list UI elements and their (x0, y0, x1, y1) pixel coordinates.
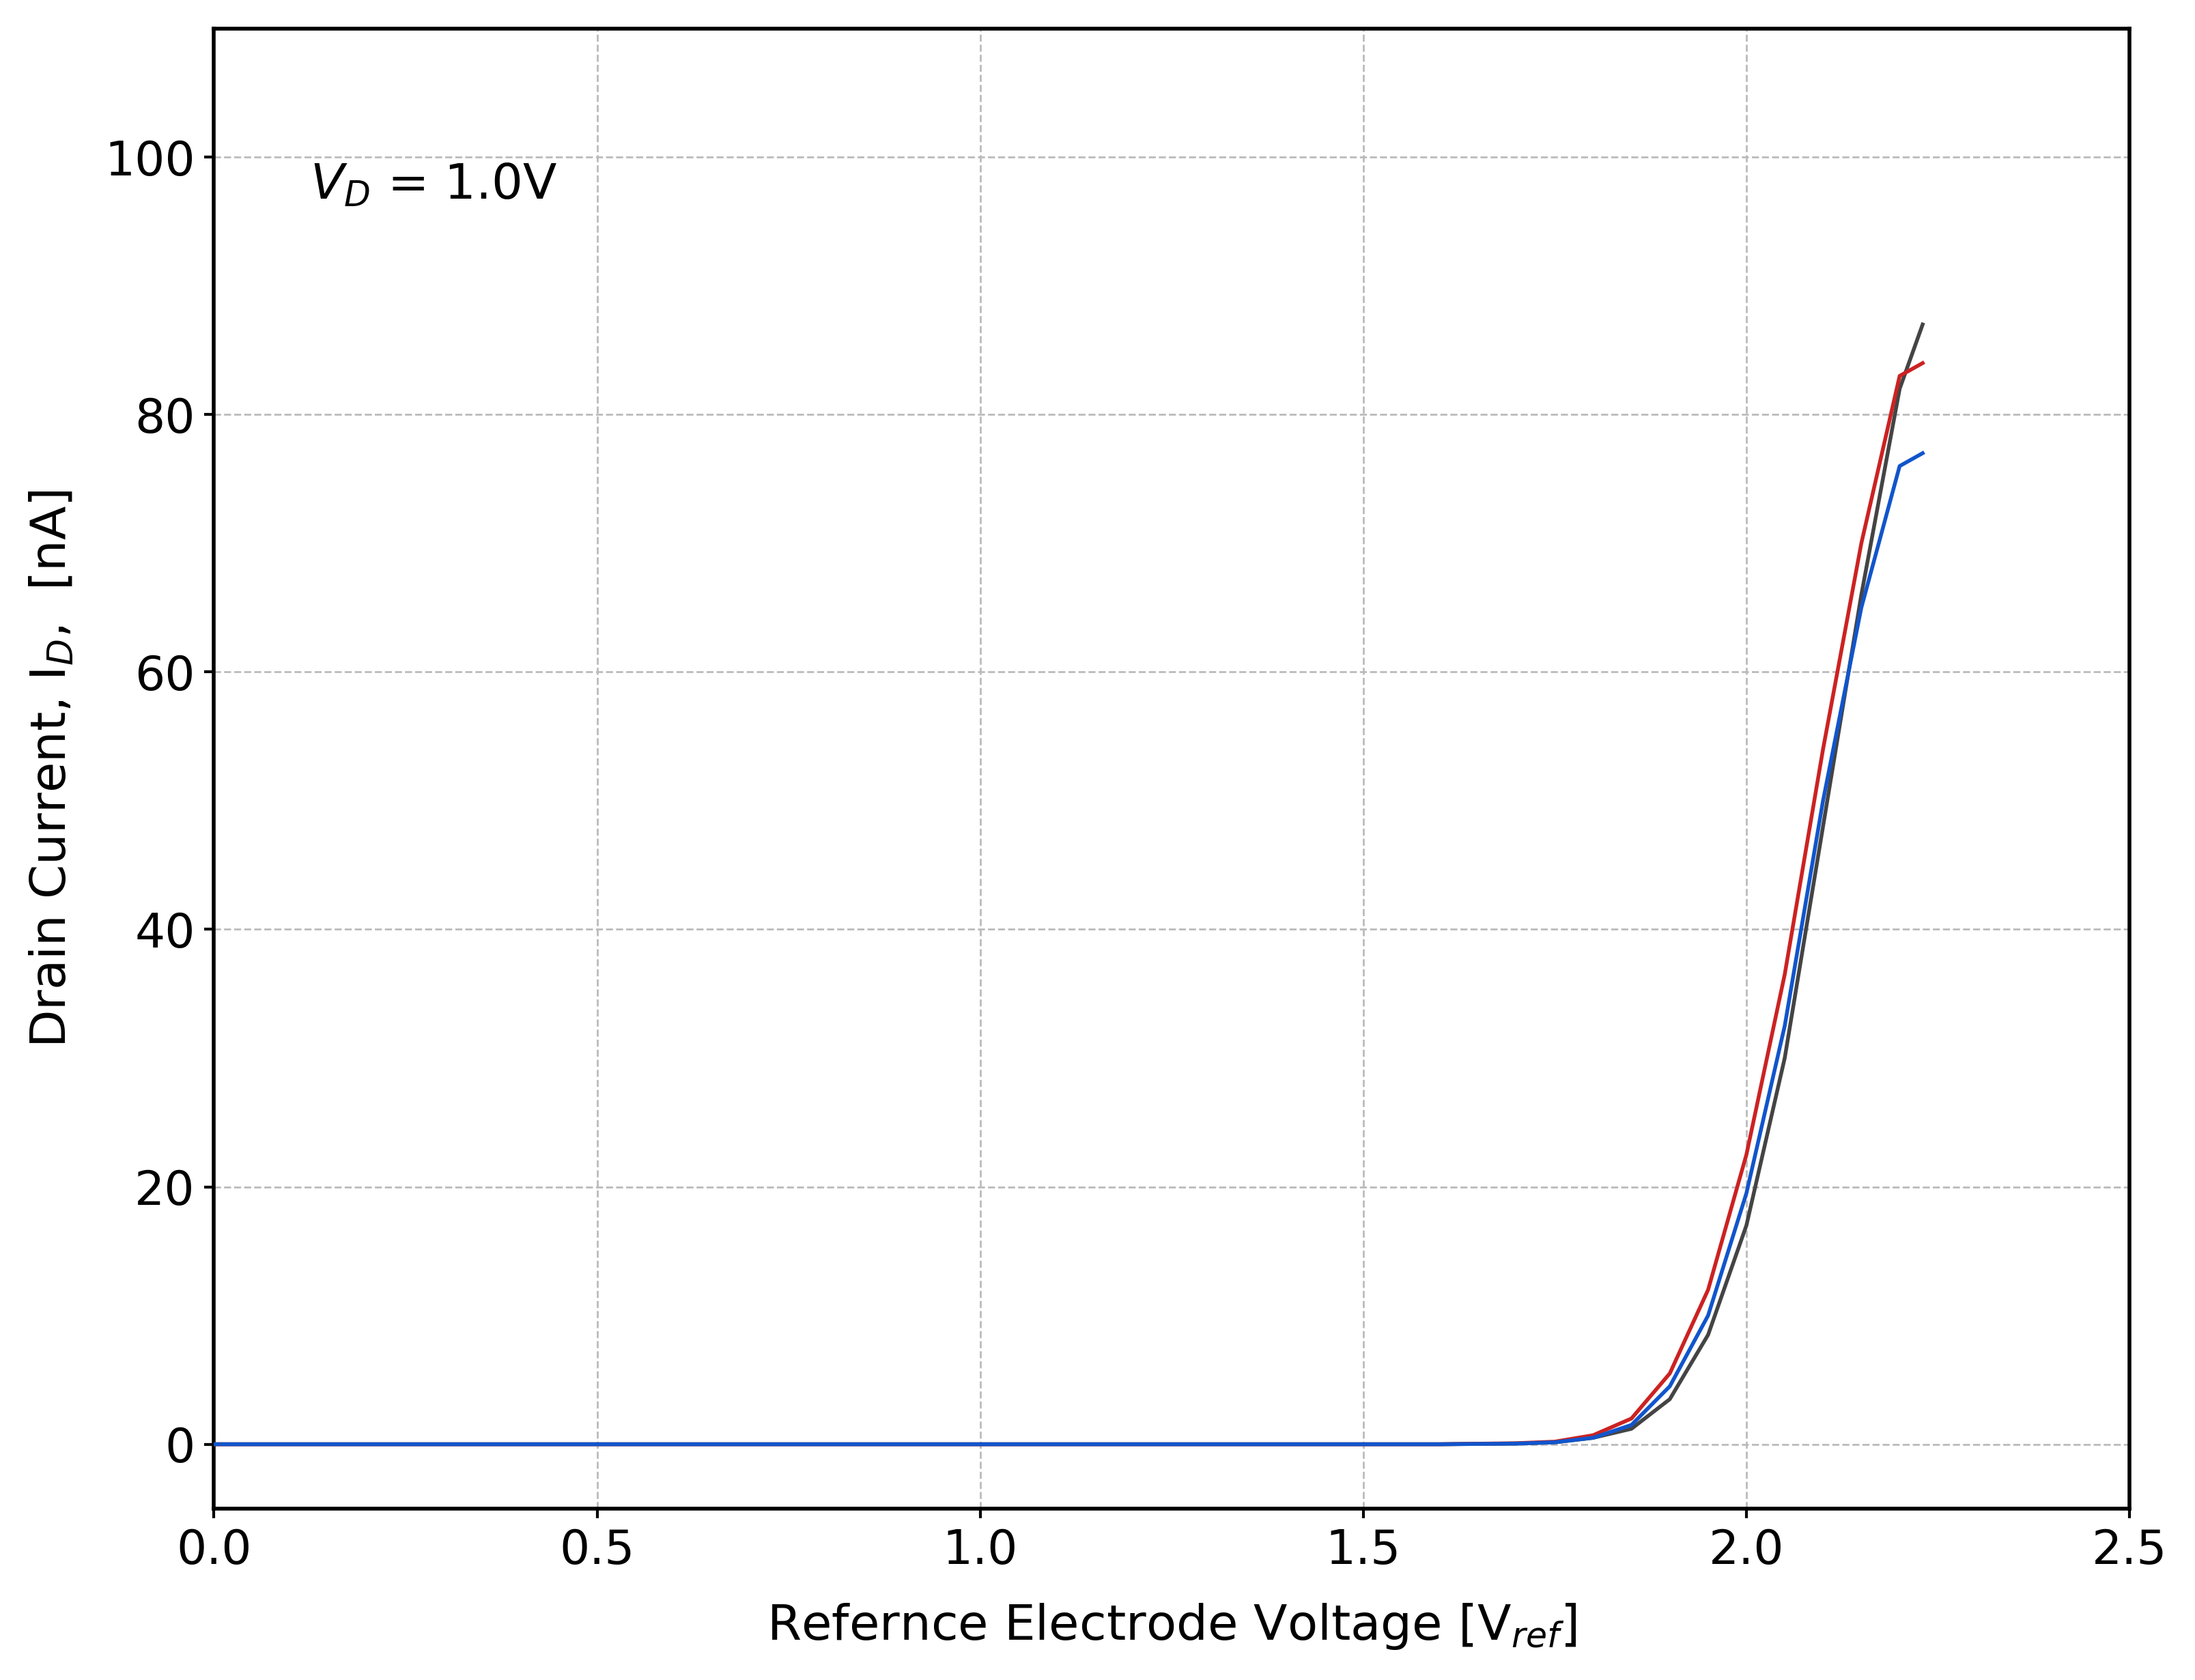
X-axis label: Refernce Electrode Voltage [V$_{ref}$]: Refernce Electrode Voltage [V$_{ref}$] (766, 1601, 1576, 1651)
Text: $V_D$ = 1.0V: $V_D$ = 1.0V (309, 161, 558, 208)
Y-axis label: Drain Current, I$_D$,  [nA]: Drain Current, I$_D$, [nA] (29, 489, 77, 1048)
